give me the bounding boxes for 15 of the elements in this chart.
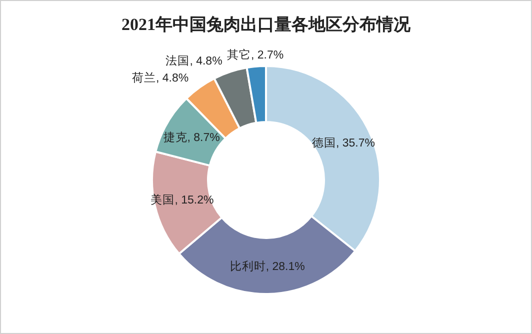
data-label: , 4.8% — [190, 55, 222, 68]
data-label: , 8.7% — [187, 132, 220, 144]
slice-label: 其它 — [227, 47, 252, 62]
slice-label: 比利时 — [230, 260, 266, 273]
slice-label: 荷兰 — [132, 70, 156, 85]
data-label: , 4.8% — [156, 72, 189, 85]
slice-label: 捷克 — [163, 130, 188, 144]
data-label: , 15.2% — [174, 194, 214, 206]
data-label: , 28.1% — [266, 260, 305, 273]
slice-label: 美国 — [150, 192, 175, 206]
chart-title: 2021年中国兔肉出口量各地区分布情况 — [122, 15, 412, 34]
slice-label: 德国 — [312, 136, 336, 150]
data-label: , 35.7% — [336, 138, 375, 150]
slice-label: 法国 — [166, 54, 190, 68]
data-label: , 2.7% — [251, 49, 284, 62]
